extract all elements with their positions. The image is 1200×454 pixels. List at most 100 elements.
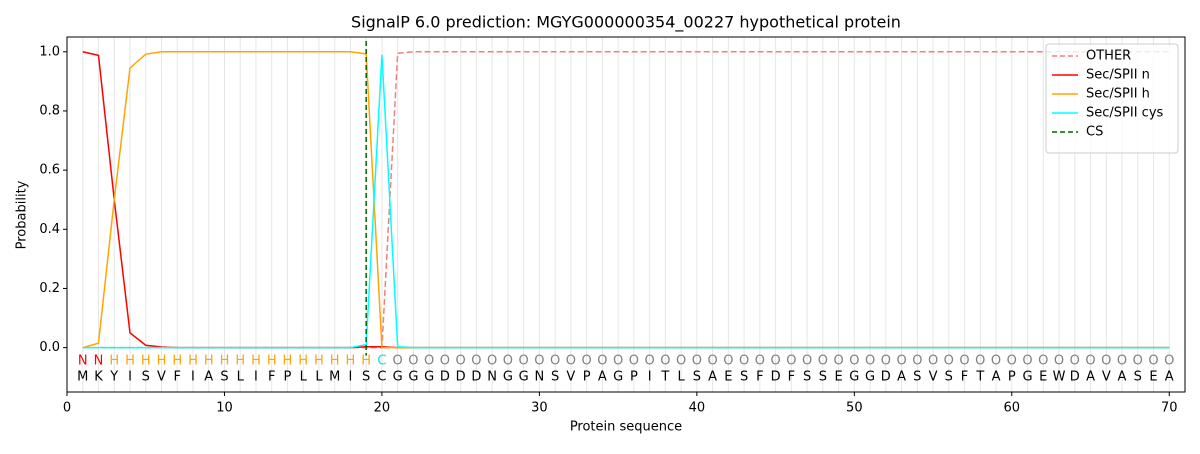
residue-letter: I	[349, 370, 353, 385]
legend-box	[1045, 43, 1179, 154]
region-label: O	[833, 353, 843, 368]
region-label: O	[550, 353, 560, 368]
residue-letter: L	[300, 370, 308, 385]
region-label: O	[660, 353, 670, 368]
x-tick-label: 20	[374, 401, 391, 416]
region-label: O	[440, 353, 450, 368]
residue-letter: A	[708, 370, 717, 385]
region-label: O	[1117, 353, 1127, 368]
region-label: H	[141, 353, 151, 368]
region-label: H	[157, 353, 167, 368]
residue-letter: A	[598, 370, 607, 385]
region-label: O	[692, 353, 702, 368]
region-label: H	[220, 353, 230, 368]
residue-letter: G	[865, 370, 875, 385]
x-tick-label: 50	[846, 401, 863, 416]
y-tick-label: 0.8	[39, 103, 60, 118]
legend-label: OTHER	[1086, 49, 1131, 64]
residue-letter: L	[677, 370, 685, 385]
residue-letter: S	[1134, 370, 1142, 385]
region-label: O	[944, 353, 954, 368]
region-label: O	[1070, 353, 1080, 368]
residue-letter: F	[268, 370, 275, 385]
residue-letter: I	[191, 370, 195, 385]
residue-letter: N	[487, 370, 497, 385]
region-label: H	[251, 353, 261, 368]
region-label: O	[487, 353, 497, 368]
residue-letter: A	[1165, 370, 1174, 385]
region-label: O	[755, 353, 765, 368]
region-label: O	[928, 353, 938, 368]
region-label: O	[597, 353, 607, 368]
x-tick-label: 30	[531, 401, 548, 416]
region-label: O	[786, 353, 796, 368]
region-label: O	[566, 353, 576, 368]
residue-letter: S	[142, 370, 150, 385]
region-label: H	[109, 353, 119, 368]
residue-letter: E	[724, 370, 732, 385]
residue-letter: P	[630, 370, 638, 385]
residue-letter: S	[220, 370, 228, 385]
region-label: O	[613, 353, 623, 368]
residue-letter: V	[157, 370, 166, 385]
region-label: H	[204, 353, 214, 368]
region-label: O	[645, 353, 655, 368]
residue-letter: P	[1008, 370, 1016, 385]
residue-letter: A	[204, 370, 213, 385]
residue-letter: G	[424, 370, 434, 385]
residue-letter: D	[456, 370, 466, 385]
region-label: O	[456, 353, 466, 368]
series-line	[82, 51, 1170, 349]
region-label: O	[912, 353, 922, 368]
residue-letter: S	[551, 370, 559, 385]
region-label: H	[188, 353, 198, 368]
residue-letter: E	[1149, 370, 1157, 385]
residue-letter: L	[315, 370, 323, 385]
legend-label: Sec/SPII h	[1086, 87, 1150, 102]
region-label: O	[739, 353, 749, 368]
region-label: H	[125, 353, 135, 368]
residue-letter: P	[284, 370, 292, 385]
x-tick-label: 60	[1004, 401, 1021, 416]
series-line	[82, 51, 1170, 349]
region-label: C	[377, 353, 386, 368]
region-label: N	[78, 353, 88, 368]
region-label: O	[1085, 353, 1095, 368]
region-label: O	[1038, 353, 1048, 368]
y-axis-label: Probability	[15, 180, 30, 249]
residue-letter: T	[975, 370, 984, 385]
legend-label: CS	[1086, 125, 1103, 140]
region-label: O	[770, 353, 780, 368]
region-label: O	[707, 353, 717, 368]
region-label: O	[723, 353, 733, 368]
residue-letter: G	[393, 370, 403, 385]
series-line	[82, 54, 1170, 349]
residue-letter: S	[819, 370, 827, 385]
region-label: O	[818, 353, 828, 368]
region-label: H	[314, 353, 324, 368]
y-tick-label: 1.0	[39, 44, 60, 59]
region-label: O	[408, 353, 418, 368]
residue-letter: I	[648, 370, 652, 385]
region-label: O	[1054, 353, 1064, 368]
residue-letter: S	[945, 370, 953, 385]
region-label: O	[676, 353, 686, 368]
region-label: O	[629, 353, 639, 368]
region-label: O	[1148, 353, 1158, 368]
region-label: H	[172, 353, 182, 368]
region-label: O	[802, 353, 812, 368]
residue-letter: V	[566, 370, 575, 385]
residue-letter: D	[771, 370, 781, 385]
residue-letter: S	[693, 370, 701, 385]
residue-letter: N	[535, 370, 545, 385]
residue-letter: M	[329, 370, 340, 385]
residue-letter: F	[173, 370, 180, 385]
region-label: O	[865, 353, 875, 368]
residue-letter: M	[77, 370, 88, 385]
residue-letter: D	[471, 370, 481, 385]
region-label: O	[582, 353, 592, 368]
residue-letter: F	[788, 370, 795, 385]
region-label: O	[1007, 353, 1017, 368]
residue-letter: E	[834, 370, 842, 385]
